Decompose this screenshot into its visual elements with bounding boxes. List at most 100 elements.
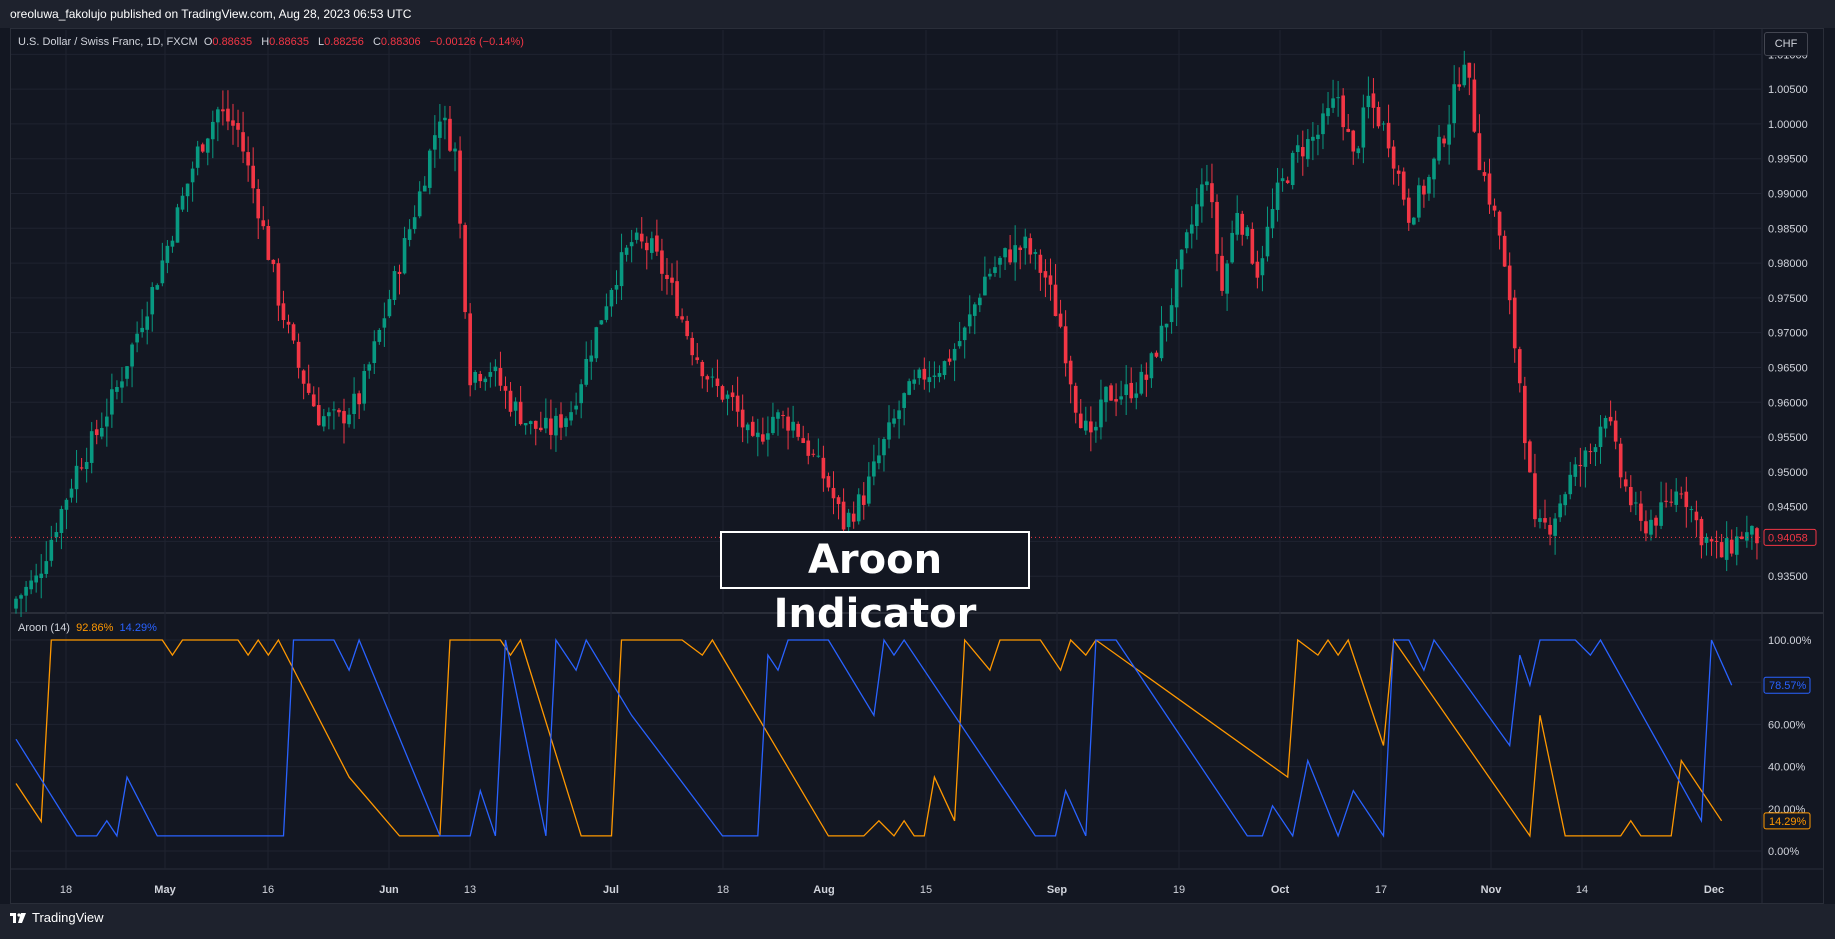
- candle-body: [831, 487, 836, 499]
- candle-body: [947, 358, 952, 362]
- candle-body: [700, 361, 705, 377]
- candle-body: [533, 420, 538, 429]
- candle-body: [877, 455, 881, 464]
- candle-body: [846, 512, 851, 528]
- candle-body: [231, 120, 235, 126]
- candle-body: [927, 377, 932, 383]
- open-value: 0.88635: [212, 36, 253, 48]
- candle-body: [1114, 399, 1118, 402]
- candle-body: [826, 476, 831, 488]
- time-tick-label: 14: [1576, 884, 1588, 896]
- candle-body: [1043, 271, 1048, 278]
- candle-body: [357, 393, 361, 405]
- price-tick-label: 1.00000: [1768, 119, 1808, 131]
- currency-button[interactable]: CHF: [1764, 32, 1808, 56]
- candle-body: [1386, 122, 1391, 149]
- candle-body: [180, 195, 185, 210]
- candle-body: [942, 361, 947, 376]
- candle-body: [897, 410, 901, 419]
- candle-body: [1714, 540, 1719, 542]
- candle-body: [710, 376, 715, 378]
- candle-body: [438, 121, 442, 138]
- aroon-down-tag[interactable]: [1763, 676, 1811, 694]
- chart-frame: [10, 28, 1824, 904]
- footer-brand: TradingView: [32, 910, 104, 925]
- candle-body: [952, 348, 957, 361]
- aroon-legend[interactable]: Aroon (14) 92.86% 14.29%: [18, 622, 157, 634]
- candle-body: [1750, 525, 1754, 535]
- candle-body: [271, 259, 276, 265]
- candle-body: [150, 287, 155, 315]
- candle-body: [806, 440, 811, 456]
- candle-body: [19, 595, 23, 599]
- price-tick-label: 0.94500: [1768, 502, 1808, 514]
- candle-body: [296, 341, 301, 368]
- candle-body: [609, 289, 614, 307]
- candle-body: [1502, 235, 1507, 267]
- tradingview-logo[interactable]: TradingView: [10, 910, 104, 925]
- candle-body: [210, 121, 215, 140]
- candle-body: [1144, 374, 1149, 380]
- candle-body: [44, 561, 49, 574]
- candle-body: [650, 238, 654, 253]
- symbol-legend[interactable]: U.S. Dollar / Swiss Franc, 1D, FXCM O0.8…: [18, 36, 530, 48]
- candle-body: [54, 532, 59, 538]
- candle-body: [791, 421, 795, 431]
- candle-body: [1174, 269, 1179, 308]
- candle-body: [1028, 238, 1033, 255]
- candle-body: [720, 386, 725, 400]
- candle-body: [488, 372, 493, 377]
- candle-body: [463, 225, 467, 313]
- candle-body: [766, 433, 770, 440]
- time-tick-label: 18: [717, 884, 729, 896]
- candle-body: [241, 132, 245, 152]
- time-tick-label: Dec: [1704, 884, 1724, 896]
- candle-body: [715, 378, 720, 386]
- candle-body: [1644, 521, 1648, 534]
- candle-body: [291, 324, 296, 341]
- candle-body: [508, 390, 513, 412]
- candle-body: [1457, 84, 1462, 87]
- candle-body: [1078, 413, 1083, 429]
- candle-body: [69, 488, 74, 498]
- candle-body: [1482, 172, 1487, 176]
- candle-body: [1230, 232, 1234, 263]
- time-tick-label: Oct: [1271, 884, 1290, 896]
- high-value: 0.88635: [269, 36, 309, 48]
- candle-body: [967, 314, 972, 327]
- candle-body: [1063, 326, 1068, 364]
- candle-body: [1295, 145, 1300, 153]
- price-tick-label: 0.96500: [1768, 362, 1808, 374]
- candle-body: [690, 337, 695, 356]
- candle-body: [160, 260, 165, 284]
- candle-body: [402, 238, 407, 274]
- candle-body: [120, 381, 124, 388]
- candle-body: [1401, 171, 1406, 200]
- candle-body: [281, 303, 286, 321]
- candle-body: [1729, 539, 1734, 554]
- aroon-up-tag[interactable]: [1763, 812, 1811, 830]
- candle-body: [1719, 542, 1724, 558]
- candle-body: [957, 341, 962, 347]
- candle-body: [1205, 181, 1209, 186]
- candle-body: [549, 418, 553, 435]
- candle-body: [1200, 184, 1204, 207]
- candle-body: [110, 389, 114, 415]
- candle-body: [377, 329, 382, 342]
- candle-body: [1195, 204, 1199, 226]
- candle-body: [1396, 170, 1401, 174]
- price-tick-label: 0.99500: [1768, 154, 1808, 166]
- candle-body: [1406, 197, 1411, 223]
- last-price-tag[interactable]: [1763, 528, 1817, 546]
- change-value: −0.00126 (−0.14%): [429, 36, 524, 48]
- candle-body: [1189, 224, 1194, 234]
- time-tick-label: 18: [60, 884, 72, 896]
- candle-body: [311, 394, 316, 407]
- candle-body: [665, 274, 669, 279]
- candle-body: [1603, 417, 1608, 429]
- candle-body: [866, 476, 871, 504]
- candle-body: [427, 150, 432, 188]
- candle-body: [1472, 79, 1477, 132]
- candle-body: [266, 226, 271, 260]
